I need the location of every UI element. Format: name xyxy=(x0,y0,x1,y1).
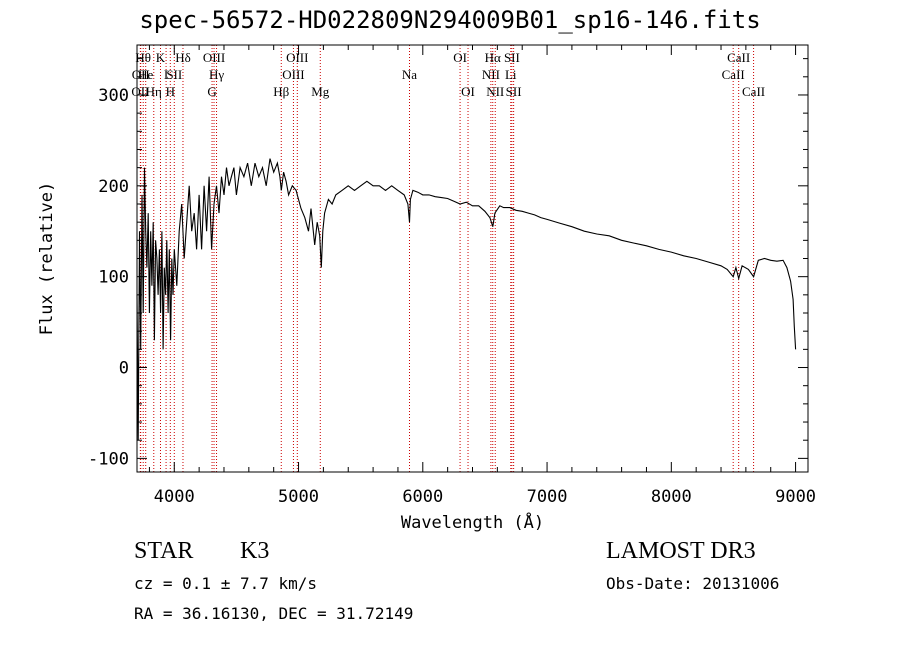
chart-title: spec-56572-HD022809N294009B01_sp16-146.f… xyxy=(139,6,761,34)
x-tick-label: 9000 xyxy=(775,487,816,507)
spectral-line-label: OIII xyxy=(282,67,304,82)
spectral-line-label: OI xyxy=(453,50,467,65)
spectral-line-label: CaII xyxy=(742,84,765,99)
spectrum-series xyxy=(136,158,797,441)
y-axis-label: Flux (relative) xyxy=(37,182,57,336)
spectral-line-label: H xyxy=(166,84,175,99)
spectral-line-label: K xyxy=(156,50,166,65)
obs-date: Obs-Date: 20131006 xyxy=(606,574,780,593)
spectral-line-label: NII xyxy=(482,67,500,82)
axis-ticks: 4000 5000 6000 7000 8000 9000 -100 0 100 200 300 xyxy=(88,45,816,507)
survey-name: LAMOST DR3 xyxy=(606,538,756,564)
plot-frame xyxy=(136,44,809,473)
spectral-line-label: SII xyxy=(166,67,182,82)
spectral-line-label: Mg xyxy=(311,84,330,99)
x-tick-label: 8000 xyxy=(651,487,692,507)
spectral-line-label: Hα xyxy=(485,50,501,65)
spectral-line-label: Na xyxy=(402,67,417,82)
spectral-line-label: Hθ xyxy=(135,50,151,65)
y-tick-label: 200 xyxy=(98,177,129,197)
spectral-line-label: I xyxy=(164,67,168,82)
spectral-line-label: OIII xyxy=(286,50,308,65)
spectral-line-label: Hγ xyxy=(209,67,224,82)
x-axis-label: Wavelength (Å) xyxy=(401,511,544,533)
spectral-line-label: NII xyxy=(486,84,504,99)
spectral-line-label: SII xyxy=(506,84,522,99)
spectral-line-label: He xyxy=(138,67,153,82)
spectral-line-label: Hβ xyxy=(273,84,289,99)
x-tick-label: 6000 xyxy=(402,487,443,507)
object-class: STAR xyxy=(134,538,194,564)
spectral-line-label: OI xyxy=(461,84,475,99)
spectral-line-label: Li xyxy=(505,67,517,82)
spectral-line-label: OIII xyxy=(203,50,225,65)
spectral-line-label: OII xyxy=(132,67,150,82)
spectral-line-label: OII xyxy=(131,84,149,99)
spectral-line-label: SII xyxy=(504,50,520,65)
spectral-line-label: CaII xyxy=(722,67,745,82)
spectral-line-label: Hη xyxy=(146,84,162,99)
x-tick-label: 7000 xyxy=(527,487,568,507)
spectrum-line xyxy=(136,158,797,441)
spectral-line-label: G xyxy=(207,84,216,99)
spectral-line-label: Hδ xyxy=(175,50,191,65)
redshift-info: cz = 0.1 ± 7.7 km/s xyxy=(134,574,318,593)
y-tick-label: -100 xyxy=(88,449,129,469)
y-tick-label: 300 xyxy=(98,86,129,106)
y-tick-label: 0 xyxy=(119,359,129,379)
spectral-line-markers xyxy=(139,45,755,472)
object-subclass: K3 xyxy=(240,538,270,564)
x-tick-label: 4000 xyxy=(154,487,195,507)
y-tick-label: 100 xyxy=(98,268,129,288)
spectral-line-label: CaII xyxy=(727,50,750,65)
coordinates: RA = 36.16130, DEC = 31.72149 xyxy=(134,604,414,623)
line-labels: OII OII Hθ He Hη KIH SII Hδ OIII Hγ G Hβ OIII OIII Mg N… xyxy=(131,50,765,99)
x-tick-label: 5000 xyxy=(278,487,319,507)
